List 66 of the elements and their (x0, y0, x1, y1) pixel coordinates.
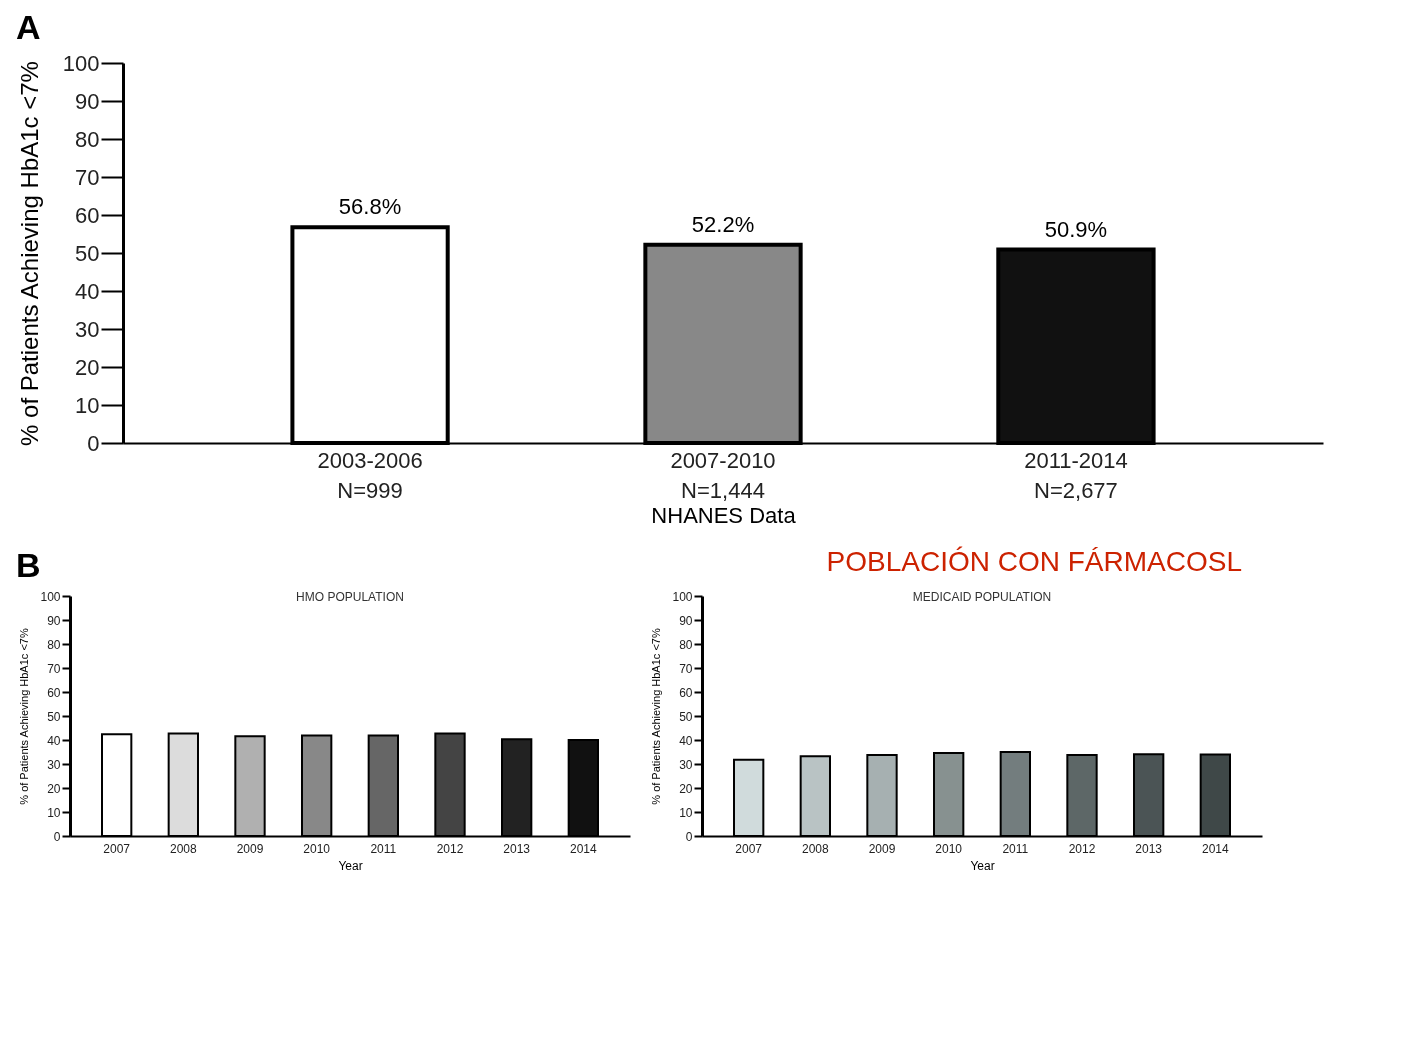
x-axis-title: NHANES Data (651, 502, 797, 528)
chart-title: HMO POPULATION (296, 590, 404, 604)
x-tick-label: 2011-2014 N=2,677 (1024, 448, 1128, 503)
x-tick-label: 2009 (868, 842, 896, 856)
x-tick-label: 2007 (735, 842, 763, 856)
x-tick-label: 2012 (436, 842, 464, 856)
x-tick-label: 2014 (569, 842, 597, 856)
y-tick-label: 30 (75, 316, 100, 342)
y-tick-label: 80 (75, 126, 100, 152)
y-tick-label: 10 (679, 805, 693, 820)
y-tick-label: 20 (75, 354, 100, 380)
y-tick-label: 20 (679, 781, 693, 796)
text: A (15, 8, 42, 46)
text: POBLACIÓN CON FÁRMACOSL (825, 546, 1243, 579)
y-tick-label: 70 (679, 661, 693, 676)
y-axis-title: % of Patients Achieving HbA1c <7% (650, 628, 663, 805)
x-tick-label: 2011 (1002, 842, 1029, 856)
x-axis-title: Year (338, 858, 363, 873)
x-tick-label: 2011 (370, 842, 397, 856)
y-tick-label: 100 (40, 589, 61, 604)
y-tick-label: 10 (75, 392, 100, 418)
y-tick-label: 70 (75, 164, 100, 190)
x-tick-label: 2008 (801, 842, 829, 856)
y-tick-label: 60 (47, 685, 61, 700)
x-tick-label: 2008 (169, 842, 197, 856)
y-tick-label: 80 (47, 637, 61, 652)
text: B (15, 546, 42, 584)
data-label: 52.2% (691, 211, 755, 237)
y-tick-label: 80 (679, 637, 693, 652)
y-tick-label: 70 (47, 661, 61, 676)
y-tick-label: 40 (47, 733, 61, 748)
x-tick-label: 2007 (103, 842, 131, 856)
y-tick-label: 100 (62, 50, 100, 76)
x-tick-label: 2007-2010 N=1,444 (670, 448, 776, 503)
y-tick-label: 50 (75, 240, 100, 266)
y-axis-title: % of Patients Achieving HbA1c <7% (18, 628, 31, 805)
x-tick-label: 2014 (1201, 842, 1229, 856)
y-tick-label: 30 (679, 757, 693, 772)
x-tick-label: 2003-2006 N=999 (317, 448, 423, 503)
chart-title: MEDICAID POPULATION (912, 590, 1052, 604)
y-axis-title: % of Patients Achieving HbA1c <7% (15, 61, 43, 446)
y-tick-label: 90 (47, 613, 61, 628)
y-tick-label: 0 (53, 829, 61, 844)
y-tick-label: 20 (47, 781, 61, 796)
y-tick-label: 40 (679, 733, 693, 748)
data-label: 50.9% (1044, 216, 1108, 242)
y-tick-label: 90 (679, 613, 693, 628)
y-tick-label: 30 (47, 757, 61, 772)
x-tick-label: 2009 (236, 842, 264, 856)
y-tick-label: 100 (672, 589, 693, 604)
x-tick-label: 2012 (1068, 842, 1096, 856)
y-tick-label: 50 (47, 709, 61, 724)
y-tick-label: 40 (75, 278, 100, 304)
data-label: 56.8% (338, 194, 402, 220)
y-tick-label: 0 (685, 829, 693, 844)
x-tick-label: 2013 (1135, 842, 1163, 856)
x-tick-label: 2010 (303, 842, 331, 856)
y-tick-label: 90 (75, 88, 100, 114)
x-tick-label: 2010 (935, 842, 963, 856)
y-tick-label: 60 (75, 202, 100, 228)
x-tick-label: 2013 (503, 842, 531, 856)
y-tick-label: 60 (679, 685, 693, 700)
y-tick-label: 50 (679, 709, 693, 724)
y-tick-label: 0 (87, 430, 100, 456)
y-tick-label: 10 (47, 805, 61, 820)
x-axis-title: Year (970, 858, 995, 873)
